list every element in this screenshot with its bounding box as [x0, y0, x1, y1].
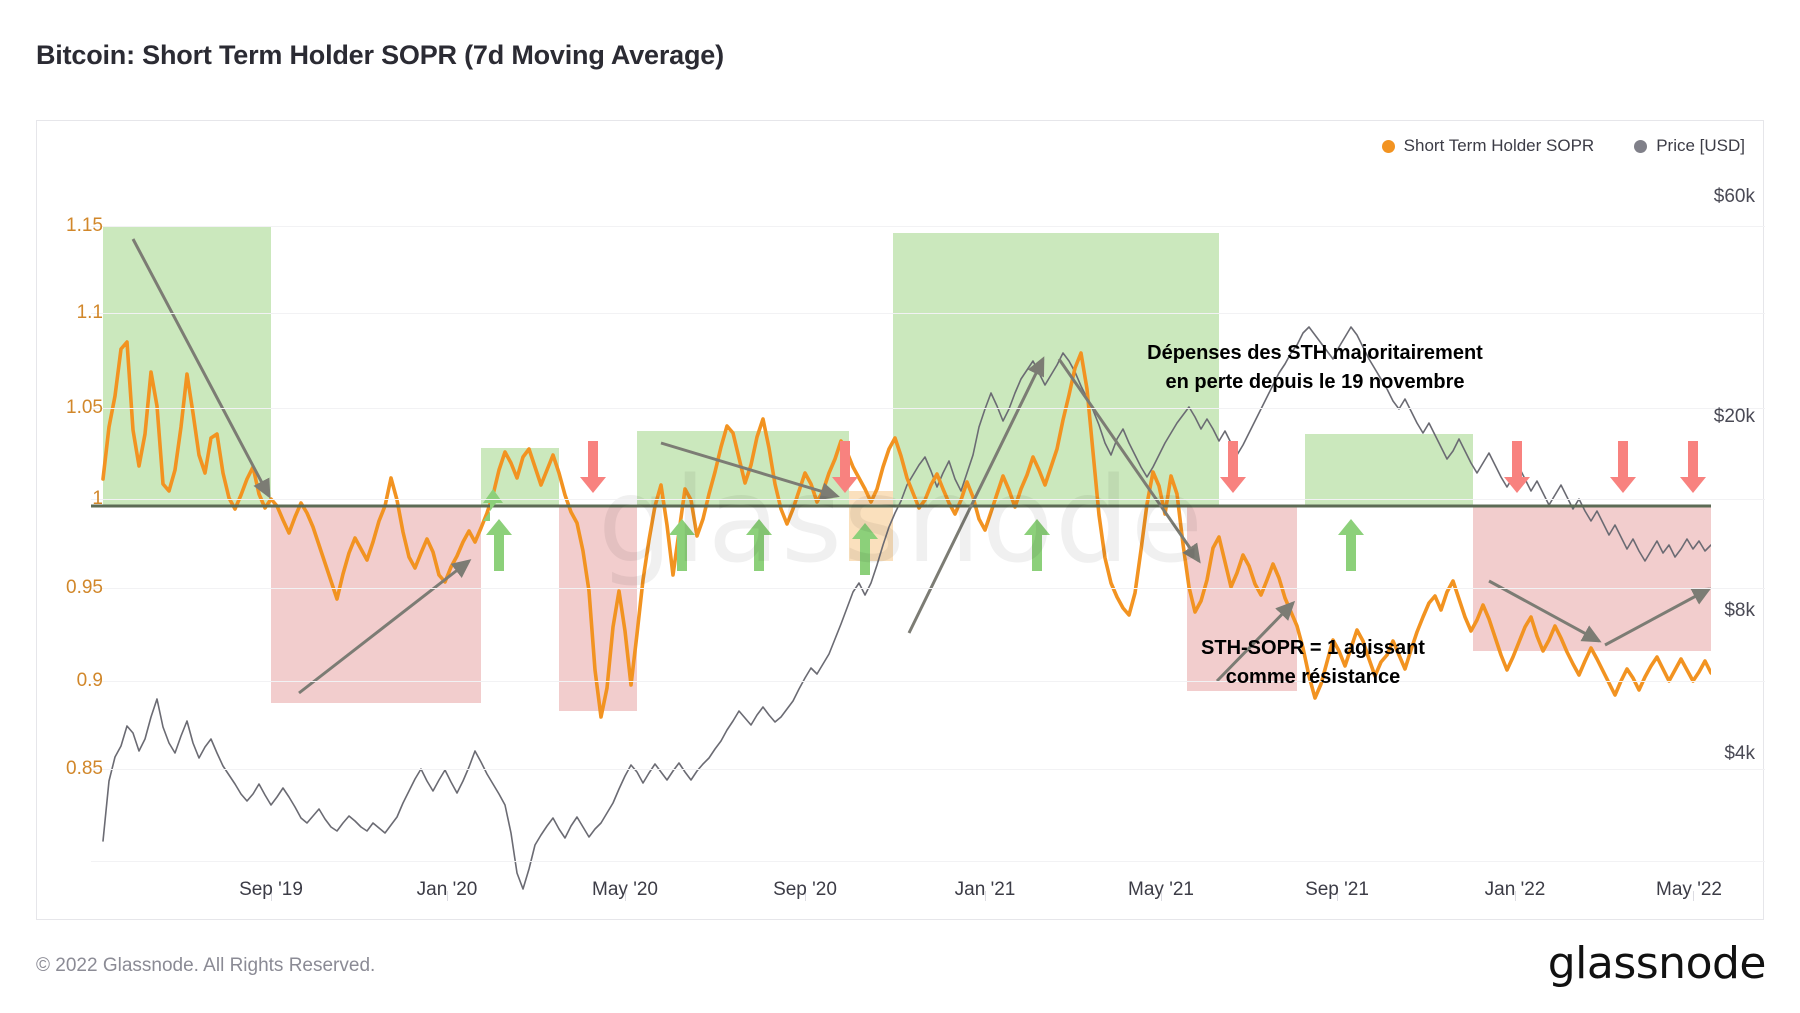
legend-dot-icon: [1381, 139, 1395, 153]
legend-item-price[interactable]: Price [USD]: [1634, 136, 1745, 156]
trend-3: [660, 441, 840, 500]
trend-8: [1604, 587, 1711, 647]
arrow-up-3: [746, 519, 772, 571]
arrow-up-1: [483, 489, 503, 521]
xtickmark: [1337, 891, 1338, 901]
xtick: Sep '20: [773, 879, 837, 900]
xtickmark: [985, 891, 986, 901]
trend-6: [1215, 600, 1296, 683]
trend-4: [907, 356, 1045, 634]
trend-1: [131, 238, 271, 499]
zone-green-5: [1305, 434, 1473, 506]
gridline: [91, 681, 1765, 682]
glassnode-logo: glassnode: [1547, 938, 1767, 989]
arrow-up-5: [1024, 519, 1050, 571]
price-line: [102, 326, 1711, 890]
chart-legend: Short Term Holder SOPR Price [USD]: [1381, 129, 1745, 163]
chart-card: Short Term Holder SOPR Price [USD] glass…: [36, 120, 1765, 921]
trend-7: [1488, 579, 1602, 643]
xtick: Sep '19: [239, 879, 303, 900]
ytick-left: 0.95: [66, 577, 103, 598]
zone-red-3: [1187, 506, 1297, 691]
xtick: May '21: [1128, 879, 1194, 900]
zone-green-1: [103, 226, 271, 506]
ytick-right: $60k: [1713, 186, 1755, 207]
trend-2: [298, 559, 472, 695]
xtickmark: [1161, 891, 1162, 901]
gridline: [91, 861, 1765, 862]
arrows-up-group: [486, 519, 1364, 575]
gridline: [91, 408, 1765, 409]
copyright-text: © 2022 Glassnode. All Rights Reserved.: [36, 955, 376, 976]
xtickmark: [271, 891, 272, 901]
ytick-left: 1.15: [66, 215, 103, 236]
gridline: [91, 226, 1765, 227]
annotation-line: STH-SOPR = 1 agissant: [1201, 637, 1425, 659]
arrows-down: [580, 441, 1706, 493]
zone-red-4: [1473, 506, 1711, 651]
annotation-line: Dépenses des STH majoritairement: [1147, 342, 1483, 364]
arrow-up-2: [669, 519, 695, 571]
annotation-sth-loss: Dépenses des STH majoritairement en pert…: [1105, 339, 1525, 397]
ytick-right: $20k: [1713, 406, 1755, 427]
gridline: [91, 769, 1765, 770]
ytick-left: 0.9: [76, 670, 103, 691]
zone-green-4: [893, 233, 1219, 506]
arrows-up: [483, 489, 503, 521]
xtick: May '22: [1656, 879, 1722, 900]
xtick: Jan '21: [954, 879, 1016, 900]
arrow-down-5: [1610, 441, 1636, 493]
highlight-zones: [103, 226, 1711, 711]
gridline: [91, 499, 1765, 500]
xtickmark: [1515, 891, 1516, 901]
xtick: Jan '22: [1484, 879, 1546, 900]
arrow-up-6: [1338, 519, 1364, 571]
arrow-up-1: [486, 519, 512, 571]
xtickmark: [805, 891, 806, 901]
annotation-line: en perte depuis le 19 novembre: [1165, 371, 1465, 393]
gridline: [91, 588, 1765, 589]
arrow-down-4: [1504, 441, 1530, 493]
arrow-down-1: [580, 441, 606, 493]
ytick-left: 1.05: [66, 397, 103, 418]
xtick: May '20: [592, 879, 658, 900]
ytick-right: $8k: [1724, 600, 1755, 621]
xtick: Jan '20: [416, 879, 478, 900]
plot-area[interactable]: glassnode: [37, 121, 1765, 921]
legend-label-sopr: Short Term Holder SOPR: [1403, 136, 1595, 155]
legend-label-price: Price [USD]: [1656, 136, 1745, 155]
trend-arrows: [131, 238, 1711, 695]
page-title: Bitcoin: Short Term Holder SOPR (7d Movi…: [36, 40, 724, 70]
gridline: [91, 313, 1765, 314]
chart-svg: [91, 226, 1711, 890]
xtickmark: [1693, 891, 1694, 901]
xtickmark: [447, 891, 448, 901]
zone-red-2: [559, 506, 637, 711]
annotation-sopr-resistance: STH-SOPR = 1 agissant comme résistance: [1163, 634, 1463, 692]
arrow-down-3: [1220, 441, 1246, 493]
arrow-down-2: [832, 441, 858, 493]
legend-item-sopr[interactable]: Short Term Holder SOPR: [1381, 136, 1595, 156]
arrow-up-4: [852, 523, 878, 575]
ytick-left: 1.1: [76, 302, 103, 323]
trend-5: [1057, 358, 1201, 564]
annotation-line: comme résistance: [1225, 666, 1401, 688]
legend-dot-icon: [1634, 139, 1648, 153]
sopr-line: [101, 340, 1711, 719]
zone-red-1: [271, 506, 481, 703]
xtick: Sep '21: [1305, 879, 1369, 900]
ytick-left: 0.85: [66, 758, 103, 779]
ytick-right: $4k: [1724, 743, 1755, 764]
xtickmark: [625, 891, 626, 901]
ytick-left: 1: [92, 488, 103, 509]
arrow-down-6: [1680, 441, 1706, 493]
